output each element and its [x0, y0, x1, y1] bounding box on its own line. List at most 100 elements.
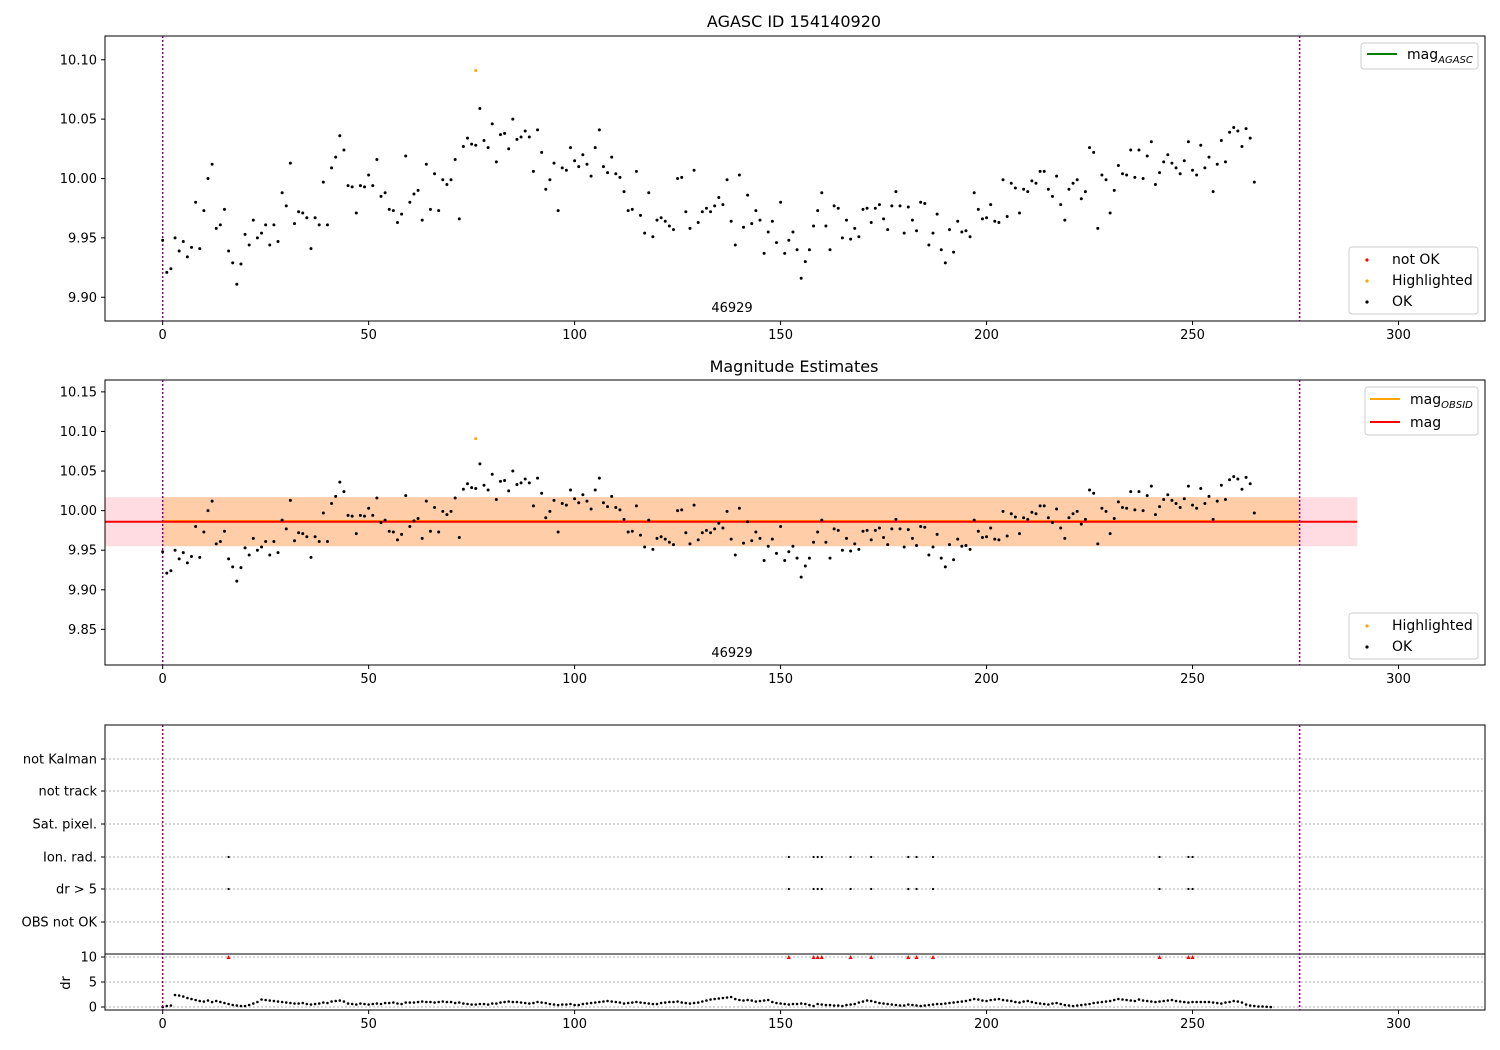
- ok-point: [1046, 516, 1050, 520]
- ok-point: [1211, 517, 1215, 521]
- ok-point: [1013, 515, 1017, 519]
- ok-point: [1236, 477, 1240, 481]
- ok-point: [498, 133, 502, 137]
- ok-point: [1009, 512, 1013, 516]
- dr-point: [239, 1004, 243, 1008]
- dr-point: [486, 1003, 490, 1006]
- ok-point: [915, 543, 919, 547]
- ok-point: [568, 488, 572, 492]
- dr-clipped-marker: [848, 955, 853, 959]
- dr-point: [276, 1000, 280, 1003]
- dr-point: [499, 1001, 502, 1004]
- dr-point: [832, 1004, 836, 1007]
- ok-point: [564, 168, 568, 172]
- ok-point: [1063, 218, 1067, 222]
- ok-point: [1116, 163, 1120, 167]
- dr-point: [392, 1001, 395, 1004]
- ok-point: [655, 536, 659, 540]
- ok-point: [288, 498, 292, 502]
- ok-point: [227, 557, 231, 561]
- ok-point: [869, 538, 873, 542]
- dr-point: [997, 997, 1001, 1001]
- dr-point: [849, 1003, 852, 1006]
- ok-point: [1030, 179, 1034, 183]
- ok-point: [416, 188, 420, 192]
- ok-point: [836, 206, 840, 210]
- dr-point: [581, 1002, 585, 1006]
- ok-point: [816, 209, 820, 213]
- dr-point: [1092, 1001, 1095, 1005]
- dr-point: [1096, 1001, 1100, 1004]
- dr-point: [247, 1003, 251, 1007]
- ok-point: [927, 243, 931, 247]
- flag-row-label: not track: [38, 785, 97, 800]
- ok-point: [1240, 144, 1244, 148]
- x-tick-label: 150: [768, 328, 793, 343]
- flags-plot-frame: [104, 724, 1486, 1011]
- dr-point: [1088, 1002, 1091, 1006]
- ok-point: [466, 482, 470, 486]
- ok-point: [449, 178, 453, 182]
- dr-point: [219, 1000, 222, 1004]
- ok-point: [956, 219, 960, 223]
- dr-point: [878, 1001, 881, 1005]
- dr-point: [783, 1002, 787, 1006]
- ok-point: [1050, 194, 1054, 198]
- ok-point: [1223, 160, 1227, 164]
- ok-point: [1038, 504, 1042, 508]
- dr-point: [898, 1004, 902, 1007]
- dr-point: [425, 1000, 428, 1004]
- dr-point: [1104, 1000, 1108, 1003]
- dr-point: [902, 1004, 906, 1007]
- flag-row-label: dr > 5: [56, 883, 97, 898]
- ok-point: [375, 496, 379, 500]
- dr-point: [836, 1004, 840, 1007]
- dr-point: [338, 999, 342, 1002]
- ok-point: [544, 187, 548, 191]
- dr-point: [639, 1001, 642, 1004]
- dr-point: [1141, 999, 1145, 1002]
- top-plot-title: AGASC ID 154140920: [707, 12, 881, 31]
- dr-point: [1211, 1001, 1215, 1004]
- dr-point: [841, 1004, 844, 1008]
- mid-obsid-label: 46929: [711, 646, 752, 661]
- dr-point: [359, 1002, 362, 1005]
- ok-point: [498, 479, 502, 483]
- ok-point: [531, 504, 535, 508]
- ok-point: [556, 530, 560, 534]
- dr-point: [906, 1003, 910, 1006]
- ok-point: [363, 514, 367, 518]
- ok-point: [980, 217, 984, 221]
- ok-point: [1162, 160, 1166, 164]
- dr-point: [729, 995, 733, 999]
- dr5-flag-point: [1187, 887, 1190, 891]
- dr-point: [519, 1001, 523, 1004]
- ok-point: [742, 541, 746, 545]
- ion-rad-flag-point: [849, 855, 852, 859]
- ok-point: [1001, 178, 1005, 182]
- ok-point: [445, 513, 449, 517]
- dr-point: [742, 999, 745, 1002]
- dr-point: [725, 996, 729, 999]
- ok-point: [643, 231, 647, 235]
- dr5-flag-point: [227, 887, 230, 891]
- mag-obsid-legend-sub: OBSID: [1441, 400, 1473, 411]
- ok-point: [1059, 526, 1063, 530]
- ok-point: [1100, 506, 1104, 510]
- dr-point: [387, 1001, 391, 1005]
- ok-point: [746, 193, 750, 197]
- ok-point: [820, 518, 824, 522]
- dr-point: [577, 1003, 581, 1007]
- ok-point: [1162, 498, 1166, 502]
- ok-point: [980, 536, 984, 540]
- dr-point: [931, 1003, 935, 1006]
- dr-point: [297, 1002, 300, 1005]
- dr-point: [523, 1001, 527, 1005]
- ok-point: [799, 276, 803, 280]
- dr-point: [960, 1000, 964, 1003]
- ok-point: [243, 232, 247, 236]
- ok-point: [655, 218, 659, 222]
- dr-point: [993, 998, 997, 1001]
- ok-point: [700, 210, 704, 214]
- ok-point: [976, 529, 980, 533]
